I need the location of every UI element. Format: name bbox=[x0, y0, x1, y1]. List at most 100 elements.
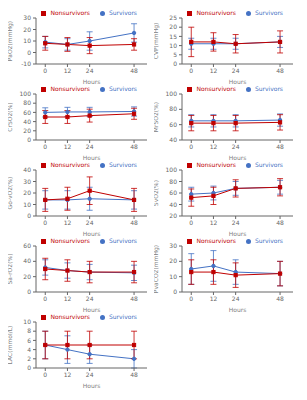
svg-text:20: 20 bbox=[169, 257, 177, 264]
svg-text:60: 60 bbox=[23, 242, 31, 249]
svg-text:4: 4 bbox=[27, 346, 31, 353]
svg-text:0: 0 bbox=[27, 288, 31, 295]
svg-text:Go-vO2(%): Go-vO2(%) bbox=[8, 177, 13, 210]
svg-text:Hours: Hours bbox=[83, 382, 101, 388]
svg-text:20: 20 bbox=[169, 212, 177, 219]
svg-text:24: 24 bbox=[86, 67, 94, 74]
svg-text:CVP(mmHg): CVP(mmHg) bbox=[154, 23, 160, 60]
svg-text:20: 20 bbox=[23, 189, 31, 196]
svg-text:SvO2(%): SvO2(%) bbox=[154, 180, 159, 206]
svg-text:100: 100 bbox=[166, 166, 178, 173]
svg-text:-10: -10 bbox=[21, 60, 31, 67]
svg-text:Hours: Hours bbox=[83, 306, 101, 312]
svg-text:6: 6 bbox=[27, 337, 31, 344]
svg-text:24: 24 bbox=[232, 67, 240, 74]
svg-text:Hours: Hours bbox=[229, 154, 247, 160]
svg-text:100: 100 bbox=[166, 90, 178, 97]
svg-text:48: 48 bbox=[276, 295, 284, 302]
svg-text:40: 40 bbox=[169, 136, 177, 143]
svg-text:2: 2 bbox=[27, 355, 31, 362]
svg-text:12: 12 bbox=[210, 219, 218, 226]
svg-text:30: 30 bbox=[23, 14, 31, 21]
svg-text:40: 40 bbox=[169, 201, 177, 208]
svg-text:15: 15 bbox=[169, 33, 177, 40]
svg-text:12: 12 bbox=[64, 67, 72, 74]
svg-text:24: 24 bbox=[86, 143, 94, 150]
svg-text:0: 0 bbox=[189, 295, 193, 302]
svg-text:24: 24 bbox=[232, 219, 240, 226]
svg-text:0: 0 bbox=[189, 219, 193, 226]
svg-text:80: 80 bbox=[23, 99, 31, 106]
svg-text:20: 20 bbox=[23, 127, 31, 134]
svg-text:8: 8 bbox=[27, 327, 31, 334]
svg-text:5: 5 bbox=[173, 51, 177, 58]
svg-text:0: 0 bbox=[27, 136, 31, 143]
svg-text:20: 20 bbox=[169, 23, 177, 30]
svg-text:30: 30 bbox=[23, 178, 31, 185]
svg-text:Hours: Hours bbox=[229, 78, 247, 84]
svg-text:12: 12 bbox=[210, 295, 218, 302]
svg-text:0: 0 bbox=[43, 295, 47, 302]
svg-text:Sa-rO2(%): Sa-rO2(%) bbox=[8, 253, 13, 284]
svg-text:10: 10 bbox=[23, 37, 31, 44]
svg-text:48: 48 bbox=[130, 295, 138, 302]
svg-text:40: 40 bbox=[23, 257, 31, 264]
svg-text:48: 48 bbox=[130, 371, 138, 378]
svg-text:40: 40 bbox=[23, 166, 31, 173]
svg-text:10: 10 bbox=[23, 201, 31, 208]
svg-text:48: 48 bbox=[276, 67, 284, 74]
svg-text:12: 12 bbox=[64, 295, 72, 302]
svg-text:30: 30 bbox=[169, 242, 177, 249]
svg-text:PvaCO2(mmHg): PvaCO2(mmHg) bbox=[154, 245, 160, 293]
svg-text:0: 0 bbox=[43, 143, 47, 150]
svg-text:48: 48 bbox=[130, 219, 138, 226]
svg-text:Hours: Hours bbox=[83, 230, 101, 236]
svg-text:10: 10 bbox=[23, 318, 31, 325]
svg-text:MrSO2(%): MrSO2(%) bbox=[154, 102, 159, 132]
svg-text:24: 24 bbox=[232, 295, 240, 302]
svg-text:Hours: Hours bbox=[83, 78, 101, 84]
svg-text:60: 60 bbox=[169, 189, 177, 196]
svg-text:80: 80 bbox=[169, 178, 177, 185]
svg-text:12: 12 bbox=[210, 143, 218, 150]
svg-text:48: 48 bbox=[130, 143, 138, 150]
svg-text:20: 20 bbox=[23, 26, 31, 33]
svg-text:25: 25 bbox=[169, 14, 177, 21]
svg-text:10: 10 bbox=[169, 42, 177, 49]
svg-text:48: 48 bbox=[276, 143, 284, 150]
svg-text:48: 48 bbox=[276, 219, 284, 226]
svg-text:12: 12 bbox=[64, 143, 72, 150]
svg-text:12: 12 bbox=[64, 371, 72, 378]
html-text:Nonsurvivors: Nonsurvivors bbox=[50, 9, 90, 16]
svg-text:12: 12 bbox=[210, 67, 218, 74]
svg-text:40: 40 bbox=[23, 118, 31, 125]
svg-text:0: 0 bbox=[43, 67, 47, 74]
svg-text:0: 0 bbox=[189, 143, 193, 150]
svg-text:80: 80 bbox=[169, 105, 177, 112]
svg-text:24: 24 bbox=[86, 371, 94, 378]
svg-text:Hours: Hours bbox=[83, 154, 101, 160]
svg-text:0: 0 bbox=[43, 219, 47, 226]
svg-text:0: 0 bbox=[27, 49, 31, 56]
svg-text:LAC(mmol/L): LAC(mmol/L) bbox=[8, 326, 13, 365]
svg-text:PaO2(mmHg): PaO2(mmHg) bbox=[8, 21, 14, 61]
svg-text:20: 20 bbox=[23, 273, 31, 280]
svg-text:0: 0 bbox=[173, 288, 177, 295]
svg-text:0: 0 bbox=[173, 60, 177, 67]
svg-text:60: 60 bbox=[169, 121, 177, 128]
svg-text:24: 24 bbox=[232, 143, 240, 150]
svg-text:Hours: Hours bbox=[229, 306, 247, 312]
svg-text:0: 0 bbox=[27, 364, 31, 371]
svg-text:24: 24 bbox=[86, 219, 94, 226]
svg-text:12: 12 bbox=[64, 219, 72, 226]
svg-text:0: 0 bbox=[43, 371, 47, 378]
svg-text:60: 60 bbox=[23, 109, 31, 116]
svg-text:10: 10 bbox=[169, 273, 177, 280]
svg-text:0: 0 bbox=[27, 212, 31, 219]
svg-text:Hours: Hours bbox=[229, 230, 247, 236]
svg-text:CrSO2(%): CrSO2(%) bbox=[8, 102, 13, 131]
svg-text:48: 48 bbox=[130, 67, 138, 74]
svg-text:24: 24 bbox=[86, 295, 94, 302]
svg-text:100: 100 bbox=[20, 90, 32, 97]
svg-text:0: 0 bbox=[189, 67, 193, 74]
